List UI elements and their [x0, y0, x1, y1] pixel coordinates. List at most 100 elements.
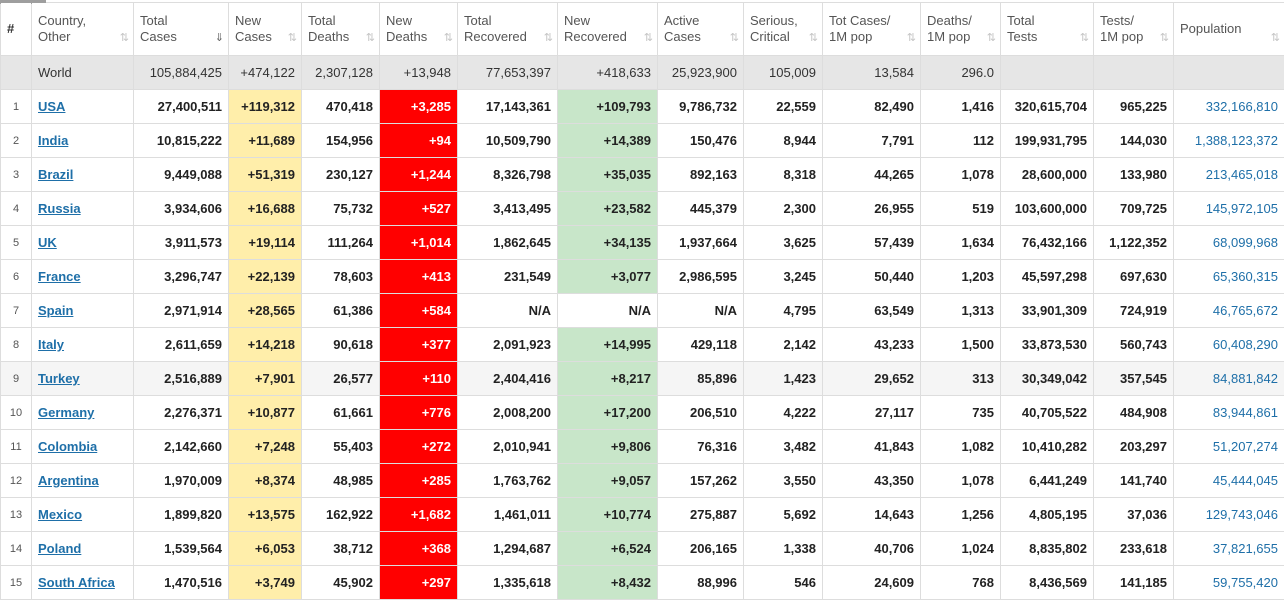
active-cases-cell: 1,937,664 — [658, 226, 744, 260]
tests-per-1m-cell: 203,297 — [1094, 430, 1174, 464]
total-tests-cell: 33,873,530 — [1001, 328, 1094, 362]
column-header-deaths-per-1m[interactable]: Deaths/ 1M pop⇅ — [921, 3, 1001, 56]
total-deaths-cell: 61,661 — [302, 396, 380, 430]
country-link[interactable]: Germany — [38, 405, 94, 420]
column-header-new-recovered[interactable]: New Recovered⇅ — [558, 3, 658, 56]
country-link[interactable]: Turkey — [38, 371, 80, 386]
total-cases-cell: 105,884,425 — [134, 56, 229, 90]
population-link[interactable]: 65,360,315 — [1213, 269, 1278, 284]
population-link[interactable]: 213,465,018 — [1206, 167, 1278, 182]
new-deaths-cell: +527 — [380, 192, 458, 226]
row-index: 15 — [1, 566, 32, 600]
sort-icon[interactable]: ⇅ — [120, 31, 129, 44]
total-deaths-cell: 470,418 — [302, 90, 380, 124]
sort-icon[interactable]: ⇅ — [1160, 31, 1169, 44]
sort-icon[interactable]: ⇅ — [987, 31, 996, 44]
column-header-total-tests[interactable]: Total Tests⇅ — [1001, 3, 1094, 56]
population-cell: 59,755,420 — [1174, 566, 1284, 600]
tests-per-1m-cell: 141,185 — [1094, 566, 1174, 600]
population-link[interactable]: 60,408,290 — [1213, 337, 1278, 352]
total-tests-cell: 10,410,282 — [1001, 430, 1094, 464]
population-link[interactable]: 1,388,123,372 — [1195, 133, 1278, 148]
column-header-new-cases[interactable]: New Cases⇅ — [229, 3, 302, 56]
sort-icon[interactable]: ⇅ — [444, 31, 453, 44]
active-cases-cell: 206,510 — [658, 396, 744, 430]
new-recovered-cell: +14,389 — [558, 124, 658, 158]
country-link[interactable]: Poland — [38, 541, 81, 556]
column-header-country[interactable]: Country, Other⇅ — [32, 3, 134, 56]
population-link[interactable]: 84,881,842 — [1213, 371, 1278, 386]
sort-icon[interactable]: ⇅ — [366, 31, 375, 44]
sort-icon[interactable]: ⇅ — [288, 31, 297, 44]
population-link[interactable]: 83,944,861 — [1213, 405, 1278, 420]
row-index: 5 — [1, 226, 32, 260]
row-index: 7 — [1, 294, 32, 328]
serious-cell: 3,550 — [744, 464, 823, 498]
sort-icon[interactable]: ⇅ — [1271, 31, 1280, 44]
column-header-active-cases[interactable]: Active Cases⇅ — [658, 3, 744, 56]
country-link[interactable]: France — [38, 269, 81, 284]
population-link[interactable]: 45,444,045 — [1213, 473, 1278, 488]
total-recovered-cell: 1,763,762 — [458, 464, 558, 498]
column-header-population[interactable]: Population⇅ — [1174, 3, 1284, 56]
column-header-cases-per-1m[interactable]: Tot Cases/ 1M pop⇅ — [823, 3, 921, 56]
new-recovered-cell: +3,077 — [558, 260, 658, 294]
column-header-label: # — [7, 21, 25, 37]
total-deaths-cell: 230,127 — [302, 158, 380, 192]
cases-per-1m-cell: 82,490 — [823, 90, 921, 124]
country-link[interactable]: USA — [38, 99, 65, 114]
column-header-total-deaths[interactable]: Total Deaths⇅ — [302, 3, 380, 56]
country-link[interactable]: Colombia — [38, 439, 97, 454]
serious-cell: 546 — [744, 566, 823, 600]
world-label: World — [32, 56, 134, 90]
column-header-new-deaths[interactable]: New Deaths⇅ — [380, 3, 458, 56]
deaths-per-1m-cell: 296.0 — [921, 56, 1001, 90]
population-link[interactable]: 59,755,420 — [1213, 575, 1278, 590]
table-header-row: # Country, Other⇅ Total Cases⇓ New Cases… — [1, 3, 1284, 56]
country-link[interactable]: India — [38, 133, 68, 148]
cases-per-1m-cell: 14,643 — [823, 498, 921, 532]
column-header-total-cases[interactable]: Total Cases⇓ — [134, 3, 229, 56]
new-cases-cell: +8,374 — [229, 464, 302, 498]
active-cases-cell: 150,476 — [658, 124, 744, 158]
sort-icon[interactable]: ⇅ — [544, 31, 553, 44]
column-header-tests-per-1m[interactable]: Tests/ 1M pop⇅ — [1094, 3, 1174, 56]
total-tests-cell: 320,615,704 — [1001, 90, 1094, 124]
total-recovered-cell: 1,335,618 — [458, 566, 558, 600]
sort-icon[interactable]: ⇅ — [809, 31, 818, 44]
population-link[interactable]: 37,821,655 — [1213, 541, 1278, 556]
country-link[interactable]: Spain — [38, 303, 73, 318]
population-link[interactable]: 51,207,274 — [1213, 439, 1278, 454]
tests-per-1m-cell: 144,030 — [1094, 124, 1174, 158]
sort-icon[interactable]: ⇅ — [730, 31, 739, 44]
country-link[interactable]: Argentina — [38, 473, 99, 488]
column-header-serious-critical[interactable]: Serious, Critical⇅ — [744, 3, 823, 56]
row-index: 11 — [1, 430, 32, 464]
country-link[interactable]: Mexico — [38, 507, 82, 522]
population-link[interactable]: 332,166,810 — [1206, 99, 1278, 114]
country-cell: Brazil — [32, 158, 134, 192]
population-link[interactable]: 46,765,672 — [1213, 303, 1278, 318]
sort-icon[interactable]: ⇅ — [907, 31, 916, 44]
total-cases-cell: 1,899,820 — [134, 498, 229, 532]
serious-cell: 22,559 — [744, 90, 823, 124]
active-cases-cell: 85,896 — [658, 362, 744, 396]
population-link[interactable]: 68,099,968 — [1213, 235, 1278, 250]
population-link[interactable]: 145,972,105 — [1206, 201, 1278, 216]
country-link[interactable]: UK — [38, 235, 57, 250]
cases-per-1m-cell: 57,439 — [823, 226, 921, 260]
new-cases-cell: +119,312 — [229, 90, 302, 124]
country-link[interactable]: Italy — [38, 337, 64, 352]
population-link[interactable]: 129,743,046 — [1206, 507, 1278, 522]
column-header-total-recovered[interactable]: Total Recovered⇅ — [458, 3, 558, 56]
country-link[interactable]: South Africa — [38, 575, 115, 590]
country-link[interactable]: Brazil — [38, 167, 73, 182]
sort-icon[interactable]: ⇅ — [644, 31, 653, 44]
sort-desc-icon[interactable]: ⇓ — [215, 31, 224, 44]
new-deaths-cell: +94 — [380, 124, 458, 158]
sort-icon[interactable]: ⇅ — [1080, 31, 1089, 44]
total-deaths-cell: 75,732 — [302, 192, 380, 226]
country-link[interactable]: Russia — [38, 201, 81, 216]
